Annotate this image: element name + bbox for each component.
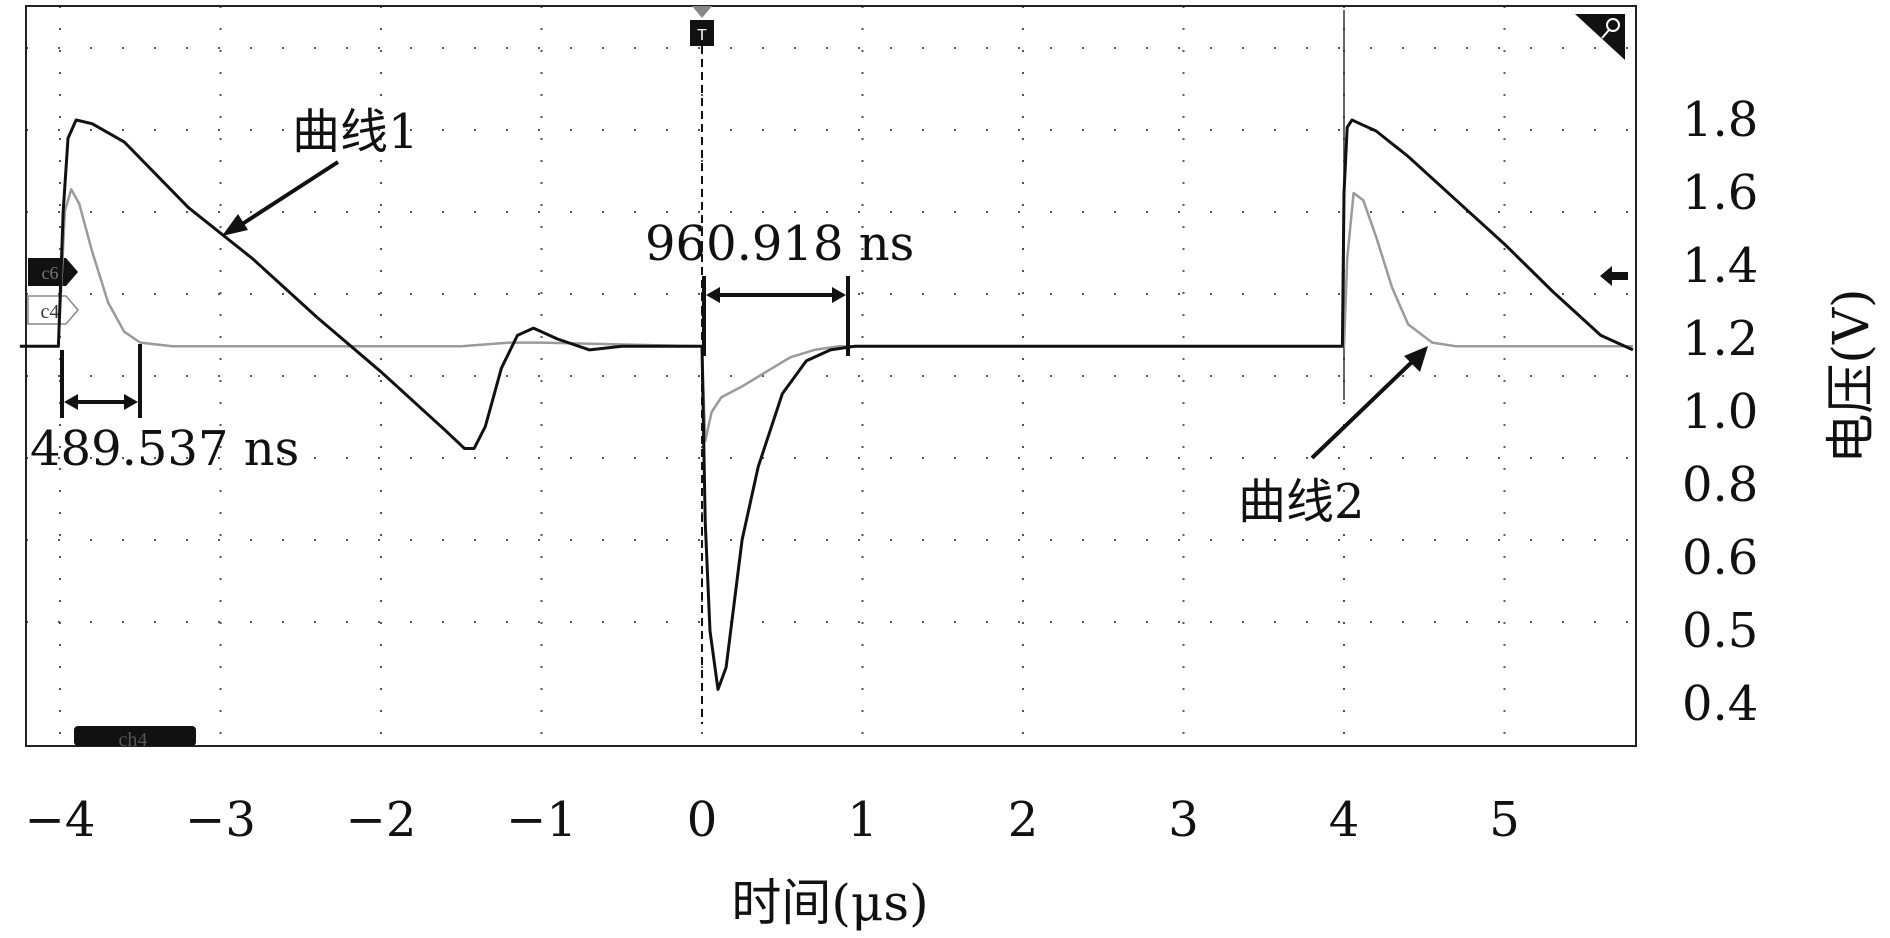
x-tick-label: 2	[1008, 792, 1039, 848]
x-tick-label: 1	[847, 792, 878, 848]
measure-left-arrowhead-left-icon	[64, 394, 78, 410]
trigger-arrow-icon	[692, 6, 712, 18]
y-tick-label: 1.6	[1682, 165, 1758, 221]
curve1-annotation: 曲线1	[222, 104, 419, 236]
x-axis-title: 时间(μs)	[731, 874, 928, 932]
y-tick-label: 1.8	[1682, 92, 1758, 148]
curve2-arrowhead-icon	[1404, 346, 1428, 372]
curve1-arrowhead-icon	[222, 214, 248, 236]
traces	[19, 118, 1634, 691]
zoom-icon[interactable]	[1575, 14, 1625, 60]
x-tick-label: 3	[1168, 792, 1199, 848]
y-axis-title: 电压(V)	[1822, 288, 1880, 463]
measure-left-label: 489.537 ns	[30, 421, 299, 477]
curve1-arrow	[234, 160, 340, 230]
curve2-label: 曲线2	[1238, 474, 1365, 530]
y-tick-label: 1.2	[1682, 311, 1758, 367]
y-tick-label: 1.0	[1682, 384, 1758, 440]
trigger-label: T	[697, 27, 707, 44]
plot-frame	[25, 5, 1637, 747]
series-curve1-line	[19, 118, 1634, 691]
y-tick-label: 0.5	[1682, 603, 1758, 659]
measure-mid-arrowhead-left-icon	[706, 287, 720, 303]
y-tick-label: 0.8	[1682, 457, 1758, 513]
x-tick-label: −1	[506, 792, 577, 848]
x-tick-label: 5	[1489, 792, 1520, 848]
y-tick-label: 1.4	[1682, 238, 1758, 294]
channel-tag-c4[interactable]: c4	[27, 295, 79, 325]
series-curve2-line	[19, 188, 1633, 443]
x-tick-label: −2	[346, 792, 417, 848]
measure-mid-label: 960.918 ns	[645, 216, 914, 272]
y-tick-label: 0.4	[1682, 676, 1758, 732]
y-tick-label: 0.6	[1682, 530, 1758, 586]
curve2-arrow	[1310, 358, 1416, 460]
measure-mid-arrowhead-right-icon	[832, 287, 846, 303]
curve1-label: 曲线1	[292, 104, 419, 160]
x-tick-label: 0	[687, 792, 718, 848]
measure-mid: 960.918 ns	[645, 216, 914, 356]
x-tick-label: 4	[1329, 792, 1360, 848]
x-tick-label: −4	[25, 792, 96, 848]
channel-tag-c4-label: c4	[41, 301, 60, 323]
measure-left-arrowhead-right-icon	[124, 394, 138, 410]
y-axis-tick-labels: 1.8 1.6 1.4 1.2 1.0 0.8 0.6 0.5 0.4	[1682, 92, 1758, 732]
measure-left: 489.537 ns	[30, 344, 299, 477]
channel-tag-c6[interactable]: c6	[28, 258, 78, 286]
x-tick-label: −3	[185, 792, 256, 848]
level-marker-icon[interactable]	[1600, 266, 1628, 286]
curve2-annotation: 曲线2	[1238, 346, 1428, 530]
x-axis-tick-labels: −4 −3 −2 −1 0 1 2 3 4 5	[25, 792, 1520, 848]
trigger-marker[interactable]	[690, 20, 714, 46]
channel-tag-c6-label: c6	[42, 263, 59, 283]
channel-tag-ch4[interactable]: ch4	[74, 726, 196, 751]
channel-tag-ch4-label: ch4	[119, 729, 148, 751]
